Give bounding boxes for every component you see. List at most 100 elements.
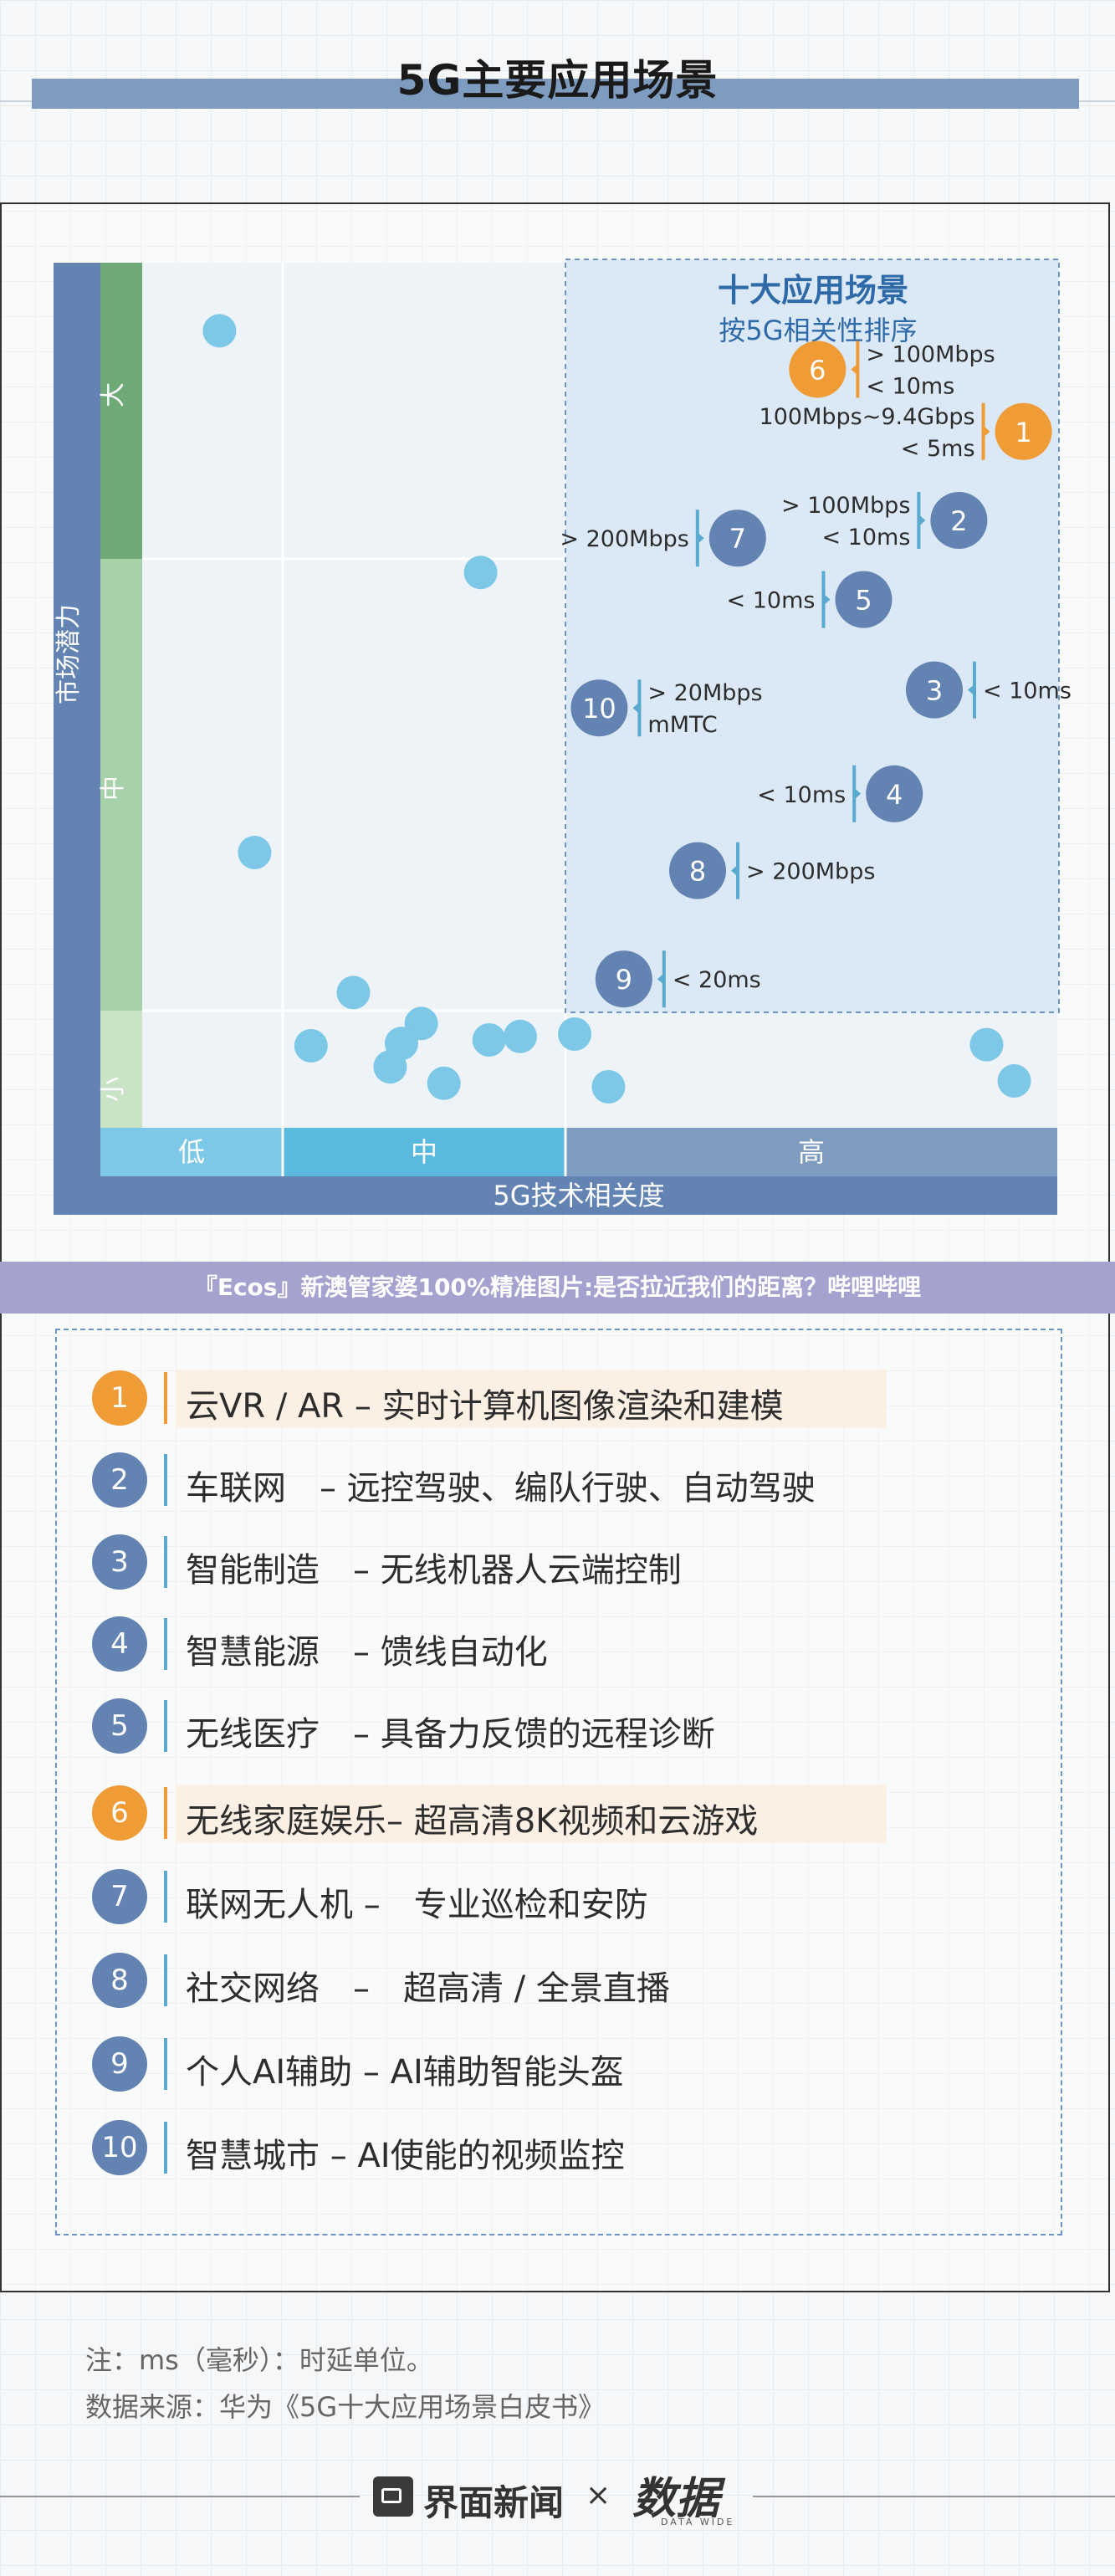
minor-scenario-point — [558, 1017, 592, 1051]
y-band-small — [100, 1011, 142, 1128]
scenario-label-arrow — [968, 684, 974, 696]
scenario-requirement-label: < 10ms — [821, 525, 910, 551]
footer-rule-left — [0, 2496, 360, 2497]
y-band-mid — [100, 559, 142, 1011]
rank-badge: 1 — [92, 1370, 147, 1426]
y-band-label-large: 大 — [99, 382, 128, 407]
minor-scenario-point — [503, 1019, 537, 1053]
scenario-point — [570, 679, 628, 737]
scenario-requirement-label: > 20Mbps — [647, 680, 762, 706]
scenario-requirement-label: < 10ms — [983, 679, 1072, 704]
list-item: 10 智慧城市 – AI使能的视频监控 — [84, 2117, 937, 2180]
scenario-text: 社交网络 – 超高清 / 全景直播 — [186, 1969, 670, 2008]
scenario-text: 智慧城市 – AI使能的视频监控 — [186, 2137, 625, 2175]
scenario-list-box — [55, 1329, 1062, 2235]
y-axis-band — [54, 263, 100, 1215]
rank-badge: 9 — [92, 2036, 147, 2092]
list-item: 9 个人AI辅助 – AI辅助智能头盔 — [84, 2033, 937, 2097]
rank-badge: 7 — [92, 1869, 147, 1924]
overlay-banner[interactable]: 『Ecos』新澳管家婆100%精准图片:是否拉近我们的距离？哔哩哔哩 — [0, 1262, 1115, 1314]
x-band-low — [100, 1128, 283, 1176]
scenario-requirement-label: > 200Mbps — [746, 859, 875, 885]
x-band-high — [565, 1128, 1057, 1176]
scenario-text: 联网无人机 – 专业巡检和安防 — [186, 1886, 648, 1924]
scenario-requirement-label: < 5ms — [901, 436, 975, 462]
minor-scenario-point — [238, 836, 272, 869]
list-item: 1 云VR / AR – 实时计算机图像渲染和建模 — [84, 1367, 937, 1431]
rank-badge: 5 — [92, 1698, 147, 1754]
scenario-label-arrow — [632, 702, 640, 714]
scenario-label-arrow — [657, 973, 664, 986]
scenario-requirement-label: > 100Mbps — [866, 341, 995, 367]
x-axis-band — [100, 1176, 1057, 1215]
scatter-chart: 市场潜力 大 中 小 低 中 高 5G技术相关度 十大应用场景 按5G相关性排序… — [54, 259, 1072, 1215]
footer-rule-right — [753, 2496, 1115, 2497]
minor-scenario-point — [373, 1050, 407, 1084]
scenario-label-arrow — [983, 425, 990, 438]
scenario-text: 无线医疗 – 具备力反馈的远程诊断 — [186, 1715, 715, 1754]
source-note: 数据来源：华为《5G十大应用场景白皮书》 — [85, 2391, 606, 2423]
scenario-point-label: 8 — [689, 856, 706, 888]
title-bar — [32, 79, 1079, 109]
x-band-label-low: 低 — [178, 1136, 205, 1168]
rank-badge: 3 — [92, 1534, 147, 1590]
scenario-label-arrow — [854, 787, 862, 800]
scenario-point-label: 5 — [855, 585, 872, 617]
brand-separator: × — [586, 2478, 611, 2512]
brand-name: 界面新闻 — [423, 2482, 565, 2523]
scenario-requirement-label: > 100Mbps — [781, 493, 910, 519]
list-item: 5 无线医疗 – 具备力反馈的远程诊断 — [84, 1695, 937, 1759]
scenario-text: 智能制造 – 无线机器人云端控制 — [186, 1551, 682, 1590]
chart-marks: 1 100Mbps~9.4Gbps < 5ms 2 > 100Mbps < 10ms 3 < … — [202, 314, 1072, 1104]
y-band-large — [100, 263, 142, 559]
rank-badge: 6 — [92, 1785, 147, 1841]
minor-scenario-point — [427, 1066, 461, 1100]
scenario-point-label: 1 — [1015, 417, 1031, 448]
y-axis-label: 市场潜力 — [54, 604, 84, 704]
scenario-requirement-label: > 200Mbps — [560, 526, 688, 552]
list-item: 4 智慧能源 – 馈线自动化 — [84, 1613, 937, 1677]
scenario-point — [906, 661, 963, 719]
scenario-requirement-label: < 10ms — [727, 588, 816, 614]
minor-scenario-point — [336, 976, 371, 1010]
rank-badge: 10 — [92, 2120, 147, 2175]
scenario-requirement-label: < 20ms — [673, 967, 761, 993]
scenario-text: 智慧能源 – 馈线自动化 — [186, 1633, 548, 1672]
list-item: 7 联网无人机 – 专业巡检和安防 — [84, 1866, 937, 1929]
page-title: 5G主要应用场景 — [396, 56, 719, 105]
y-band-label-small: 小 — [99, 1077, 128, 1102]
scenario-requirement-label: 100Mbps~9.4Gbps — [760, 404, 975, 430]
unit-note: 注：ms（毫秒）：时延单位。 — [85, 2344, 433, 2376]
scenario-text: 个人AI辅助 – AI辅助智能头盔 — [186, 2053, 624, 2092]
x-band-label-high: 高 — [798, 1136, 825, 1168]
scenario-point-label: 3 — [926, 675, 943, 707]
x-axis-label: 5G技术相关度 — [493, 1180, 664, 1211]
scenario-point-label: 4 — [886, 779, 903, 811]
scenario-point — [995, 402, 1052, 460]
minor-scenario-point — [997, 1064, 1031, 1098]
scenario-point-label: 2 — [950, 505, 967, 537]
rank-badge: 8 — [92, 1953, 147, 2008]
minor-scenario-point — [463, 556, 498, 590]
scenario-label-arrow — [918, 514, 926, 526]
x-band-label-mid: 中 — [411, 1136, 437, 1168]
list-item: 2 车联网 – 远控驾驶、编队行驶、自动驾驶 — [84, 1449, 937, 1513]
list-item: 6 无线家庭娱乐– 超高清8K视频和云游戏 — [84, 1782, 937, 1846]
scenario-point — [866, 765, 923, 822]
minor-scenario-point — [294, 1029, 328, 1063]
scenario-point — [835, 571, 893, 628]
scenario-point — [595, 950, 652, 1008]
list-item: 8 社交网络 – 超高清 / 全景直播 — [84, 1949, 937, 2013]
y-band-label-mid: 中 — [99, 776, 128, 801]
brand-logo-icon — [373, 2476, 413, 2517]
minor-scenario-point — [202, 314, 237, 348]
scenario-point-label: 9 — [616, 964, 632, 996]
scenario-text: 无线家庭娱乐– 超高清8K视频和云游戏 — [186, 1802, 759, 1841]
partner-logo-subtitle: DATA WIDE — [661, 2517, 735, 2527]
scenario-point-label: 10 — [582, 693, 616, 725]
x-band-mid — [283, 1128, 565, 1176]
scenario-label-arrow — [731, 864, 739, 877]
scenario-point-label: 6 — [809, 354, 826, 386]
minor-scenario-point — [472, 1023, 506, 1057]
scenario-point — [669, 842, 727, 899]
